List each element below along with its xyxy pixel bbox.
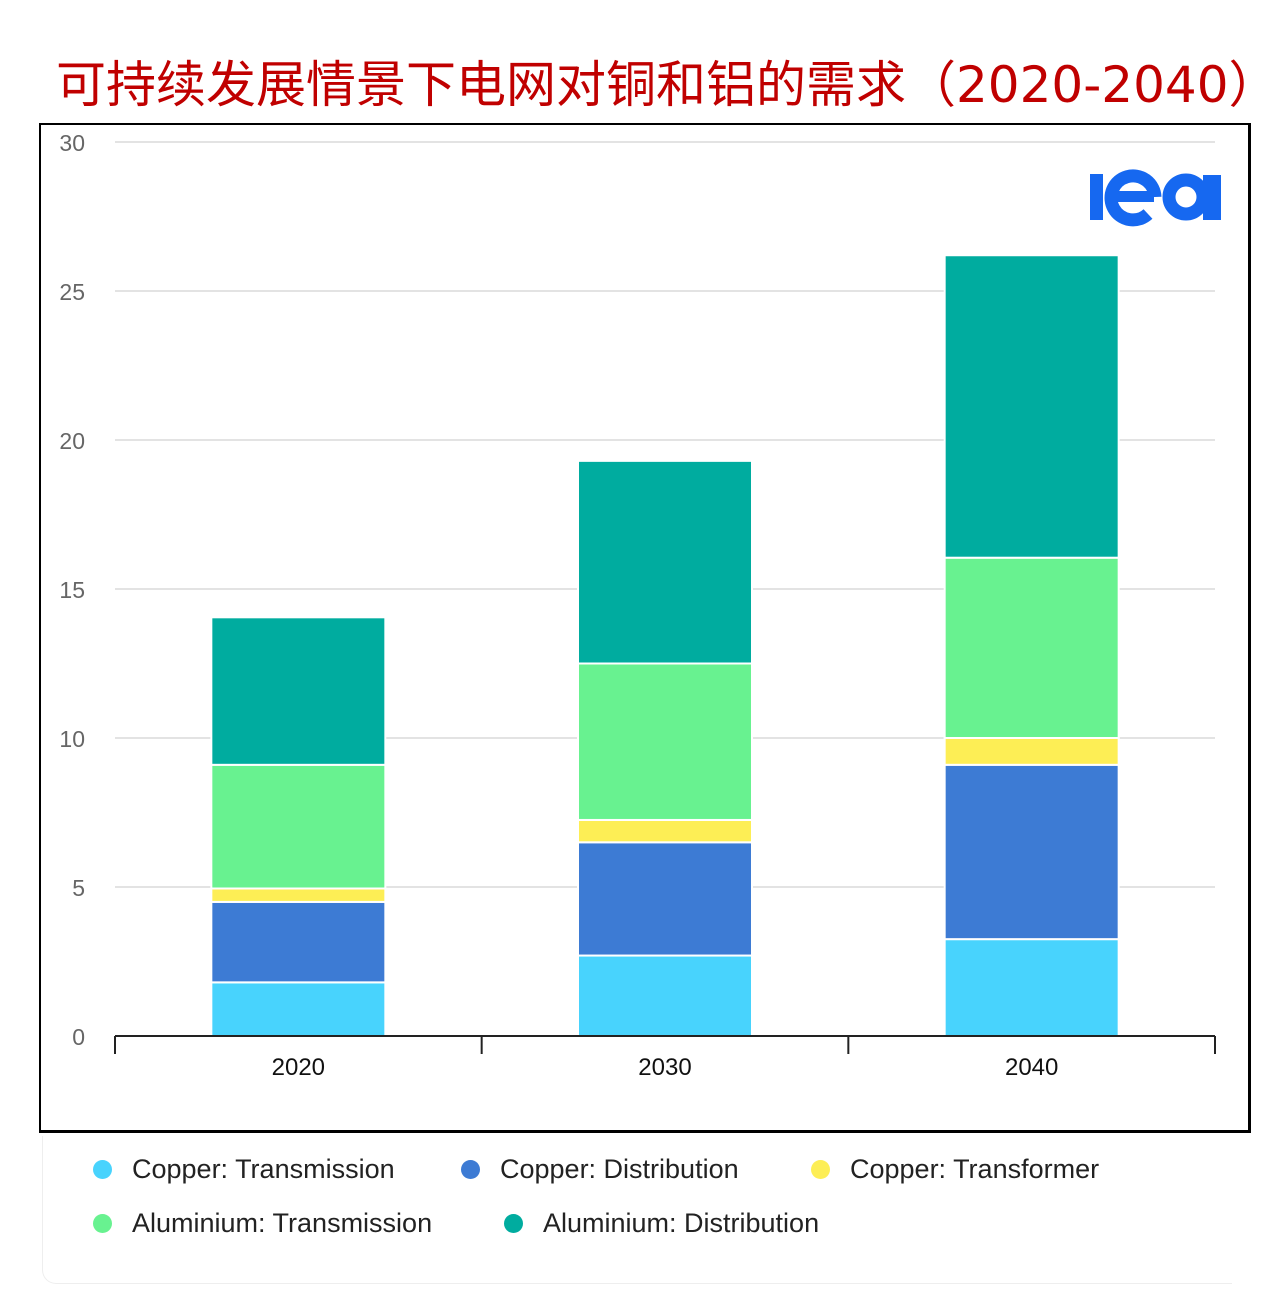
bar-segment[interactable]	[577, 818, 753, 844]
iea-logo: iea	[1090, 169, 1221, 227]
bar-segment[interactable]	[577, 662, 753, 821]
x-tick-label: 2020	[272, 1054, 325, 1081]
x-axis-tick-labels: 2020 2030 2040	[272, 1054, 1059, 1081]
legend-dot-icon	[504, 1214, 523, 1233]
bars	[210, 254, 1120, 1038]
x-tick-label: 2040	[1005, 1054, 1058, 1081]
bar-segment[interactable]	[943, 254, 1120, 559]
bar-segment[interactable]	[943, 556, 1120, 740]
bar-segment[interactable]	[943, 737, 1120, 766]
bar-segment[interactable]	[210, 981, 387, 1037]
legend-label: Aluminium: Distribution	[543, 1208, 820, 1238]
chart-frame	[39, 123, 1251, 1133]
y-tick-label: 5	[72, 875, 85, 901]
legend-item-aluminium-distribution[interactable]: Aluminium: Distribution	[504, 1208, 819, 1239]
bar-segment[interactable]	[577, 954, 753, 1037]
chart-title: 可持续发展情景下电网对铜和铝的需求（2020-2040）	[56, 56, 1279, 114]
legend-item-copper-distribution[interactable]: Copper: Distribution	[461, 1154, 739, 1185]
legend-label: Copper: Distribution	[500, 1154, 739, 1184]
stacked-bar-chart: 0 5 10 15 20 25 30 2020 2030 2040 iea	[59, 130, 1221, 1081]
bar-segment[interactable]	[210, 616, 387, 766]
bar-segment[interactable]	[210, 887, 387, 903]
y-tick-label: 15	[59, 577, 85, 603]
legend-label: Copper: Transmission	[132, 1154, 395, 1184]
bar-segment[interactable]	[210, 900, 387, 984]
legend-item-aluminium-transmission[interactable]: Aluminium: Transmission	[93, 1208, 432, 1239]
bar-segment[interactable]	[577, 459, 753, 665]
legend-label: Aluminium: Transmission	[132, 1208, 433, 1238]
bar-segment[interactable]	[210, 763, 387, 890]
legend-dot-icon	[93, 1214, 112, 1233]
bar-segment[interactable]	[943, 763, 1120, 941]
legend: Copper: Transmission Copper: Distributio…	[42, 1136, 1232, 1284]
x-axis	[114, 1035, 1216, 1054]
y-tick-label: 20	[59, 428, 85, 454]
bar-segment[interactable]	[943, 938, 1120, 1038]
legend-label: Copper: Transformer	[850, 1154, 1100, 1184]
x-tick-label: 2030	[638, 1054, 691, 1081]
y-axis-tick-labels: 0 5 10 15 20 25 30	[59, 130, 85, 1050]
y-tick-label: 10	[59, 726, 85, 752]
legend-item-copper-transmission[interactable]: Copper: Transmission	[93, 1154, 395, 1185]
legend-dot-icon	[461, 1160, 480, 1179]
legend-item-copper-transformer[interactable]: Copper: Transformer	[811, 1154, 1099, 1185]
y-tick-label: 0	[72, 1024, 85, 1050]
legend-dot-icon	[93, 1160, 112, 1179]
y-tick-label: 30	[59, 130, 85, 156]
y-tick-label: 25	[59, 279, 85, 305]
legend-dot-icon	[811, 1160, 830, 1179]
bar-segment[interactable]	[577, 841, 753, 957]
